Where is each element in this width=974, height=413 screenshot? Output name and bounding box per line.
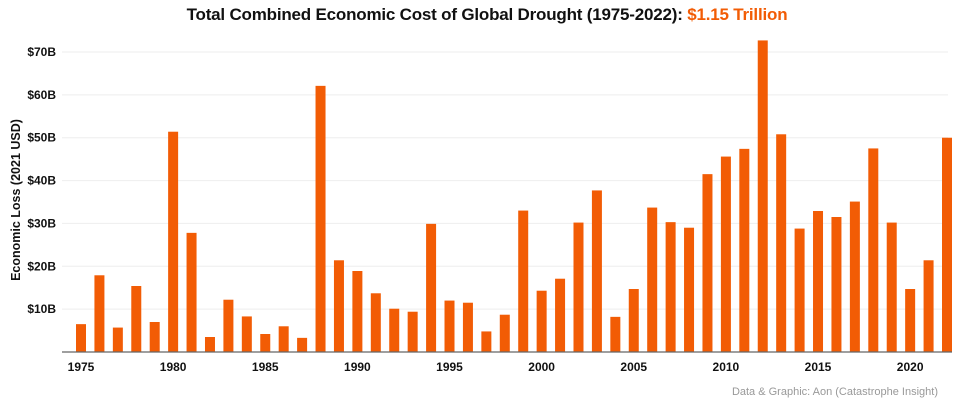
x-tick-label: 2005 (620, 360, 647, 374)
bar-2014 (794, 228, 805, 352)
bar-1979 (149, 322, 160, 352)
bar-2009 (702, 174, 713, 352)
bars (76, 40, 952, 353)
x-tick-label: 1980 (160, 360, 187, 374)
bar-2021 (923, 260, 934, 352)
bar-1977 (112, 327, 123, 352)
x-tick-label: 1990 (344, 360, 371, 374)
y-tick-label: $70B (27, 45, 56, 59)
bar-1991 (370, 293, 381, 352)
x-tick-label: 2000 (528, 360, 555, 374)
bar-1998 (499, 314, 510, 352)
bar-1978 (131, 286, 142, 352)
bar-2006 (647, 207, 658, 352)
bar-2010 (720, 156, 731, 352)
bar-1984 (241, 316, 252, 352)
bar-1980 (168, 131, 179, 352)
bar-1982 (204, 337, 215, 352)
y-tick-label: $10B (27, 302, 56, 316)
chart-title-highlight: $1.15 Trillion (687, 5, 788, 24)
bar-2019 (886, 222, 897, 352)
bar-2016 (831, 217, 842, 352)
bar-2012 (757, 40, 768, 353)
bar-1983 (223, 299, 234, 352)
bar-2015 (813, 211, 824, 352)
bar-1992 (389, 308, 400, 352)
bar-2008 (684, 227, 695, 352)
bar-2005 (628, 289, 639, 352)
x-tick-label: 1985 (252, 360, 279, 374)
bar-2011 (739, 148, 750, 352)
bar-1999 (518, 210, 529, 352)
chart-title-text: Total Combined Economic Cost of Global D… (186, 5, 683, 24)
chart-title: Total Combined Economic Cost of Global D… (0, 5, 974, 25)
x-tick-label: 1995 (436, 360, 463, 374)
bar-2000 (536, 290, 547, 352)
source-credit: Data & Graphic: Aon (Catastrophe Insight… (731, 386, 938, 398)
bar-1987 (297, 337, 308, 352)
bar-1993 (407, 311, 418, 352)
bar-2007 (665, 222, 676, 352)
bar-2020 (905, 289, 916, 352)
y-tick-label: $30B (27, 216, 56, 230)
bar-2003 (591, 190, 602, 352)
bar-1981 (186, 232, 197, 352)
x-tick-label: 2010 (713, 360, 740, 374)
x-tick-label: 1975 (68, 360, 95, 374)
x-tick-labels: 1975 1980 1985 1990 1995 2000 2005 2010 2015 2020 (68, 360, 924, 374)
bar-1976 (94, 275, 105, 352)
bar-1995 (444, 300, 455, 352)
bar-1975 (76, 324, 86, 352)
bar-2004 (610, 316, 621, 352)
bar-2013 (776, 134, 787, 352)
y-tick-label: $60B (27, 88, 56, 102)
y-tick-label: $50B (27, 131, 56, 145)
bar-1996 (462, 302, 473, 352)
bar-2022 (942, 137, 952, 352)
x-tick-label: 2015 (805, 360, 832, 374)
y-axis-label: Economic Loss (2021 USD) (9, 119, 23, 281)
bar-2018 (868, 148, 879, 352)
bar-2017 (849, 201, 860, 352)
x-tick-label: 2020 (897, 360, 924, 374)
bar-1994 (426, 223, 437, 352)
bar-2001 (555, 278, 566, 352)
y-tick-label: $20B (27, 259, 56, 273)
bar-1989 (333, 260, 344, 352)
y-tick-labels: $10B $20B $30B $40B $50B $60B $70B (27, 45, 56, 316)
bar-2002 (573, 222, 584, 352)
bar-1988 (315, 85, 326, 352)
bar-1997 (481, 331, 492, 352)
bar-1990 (352, 271, 363, 352)
bar-1986 (278, 326, 289, 352)
y-tick-label: $40B (27, 174, 56, 188)
bar-1985 (260, 334, 271, 352)
